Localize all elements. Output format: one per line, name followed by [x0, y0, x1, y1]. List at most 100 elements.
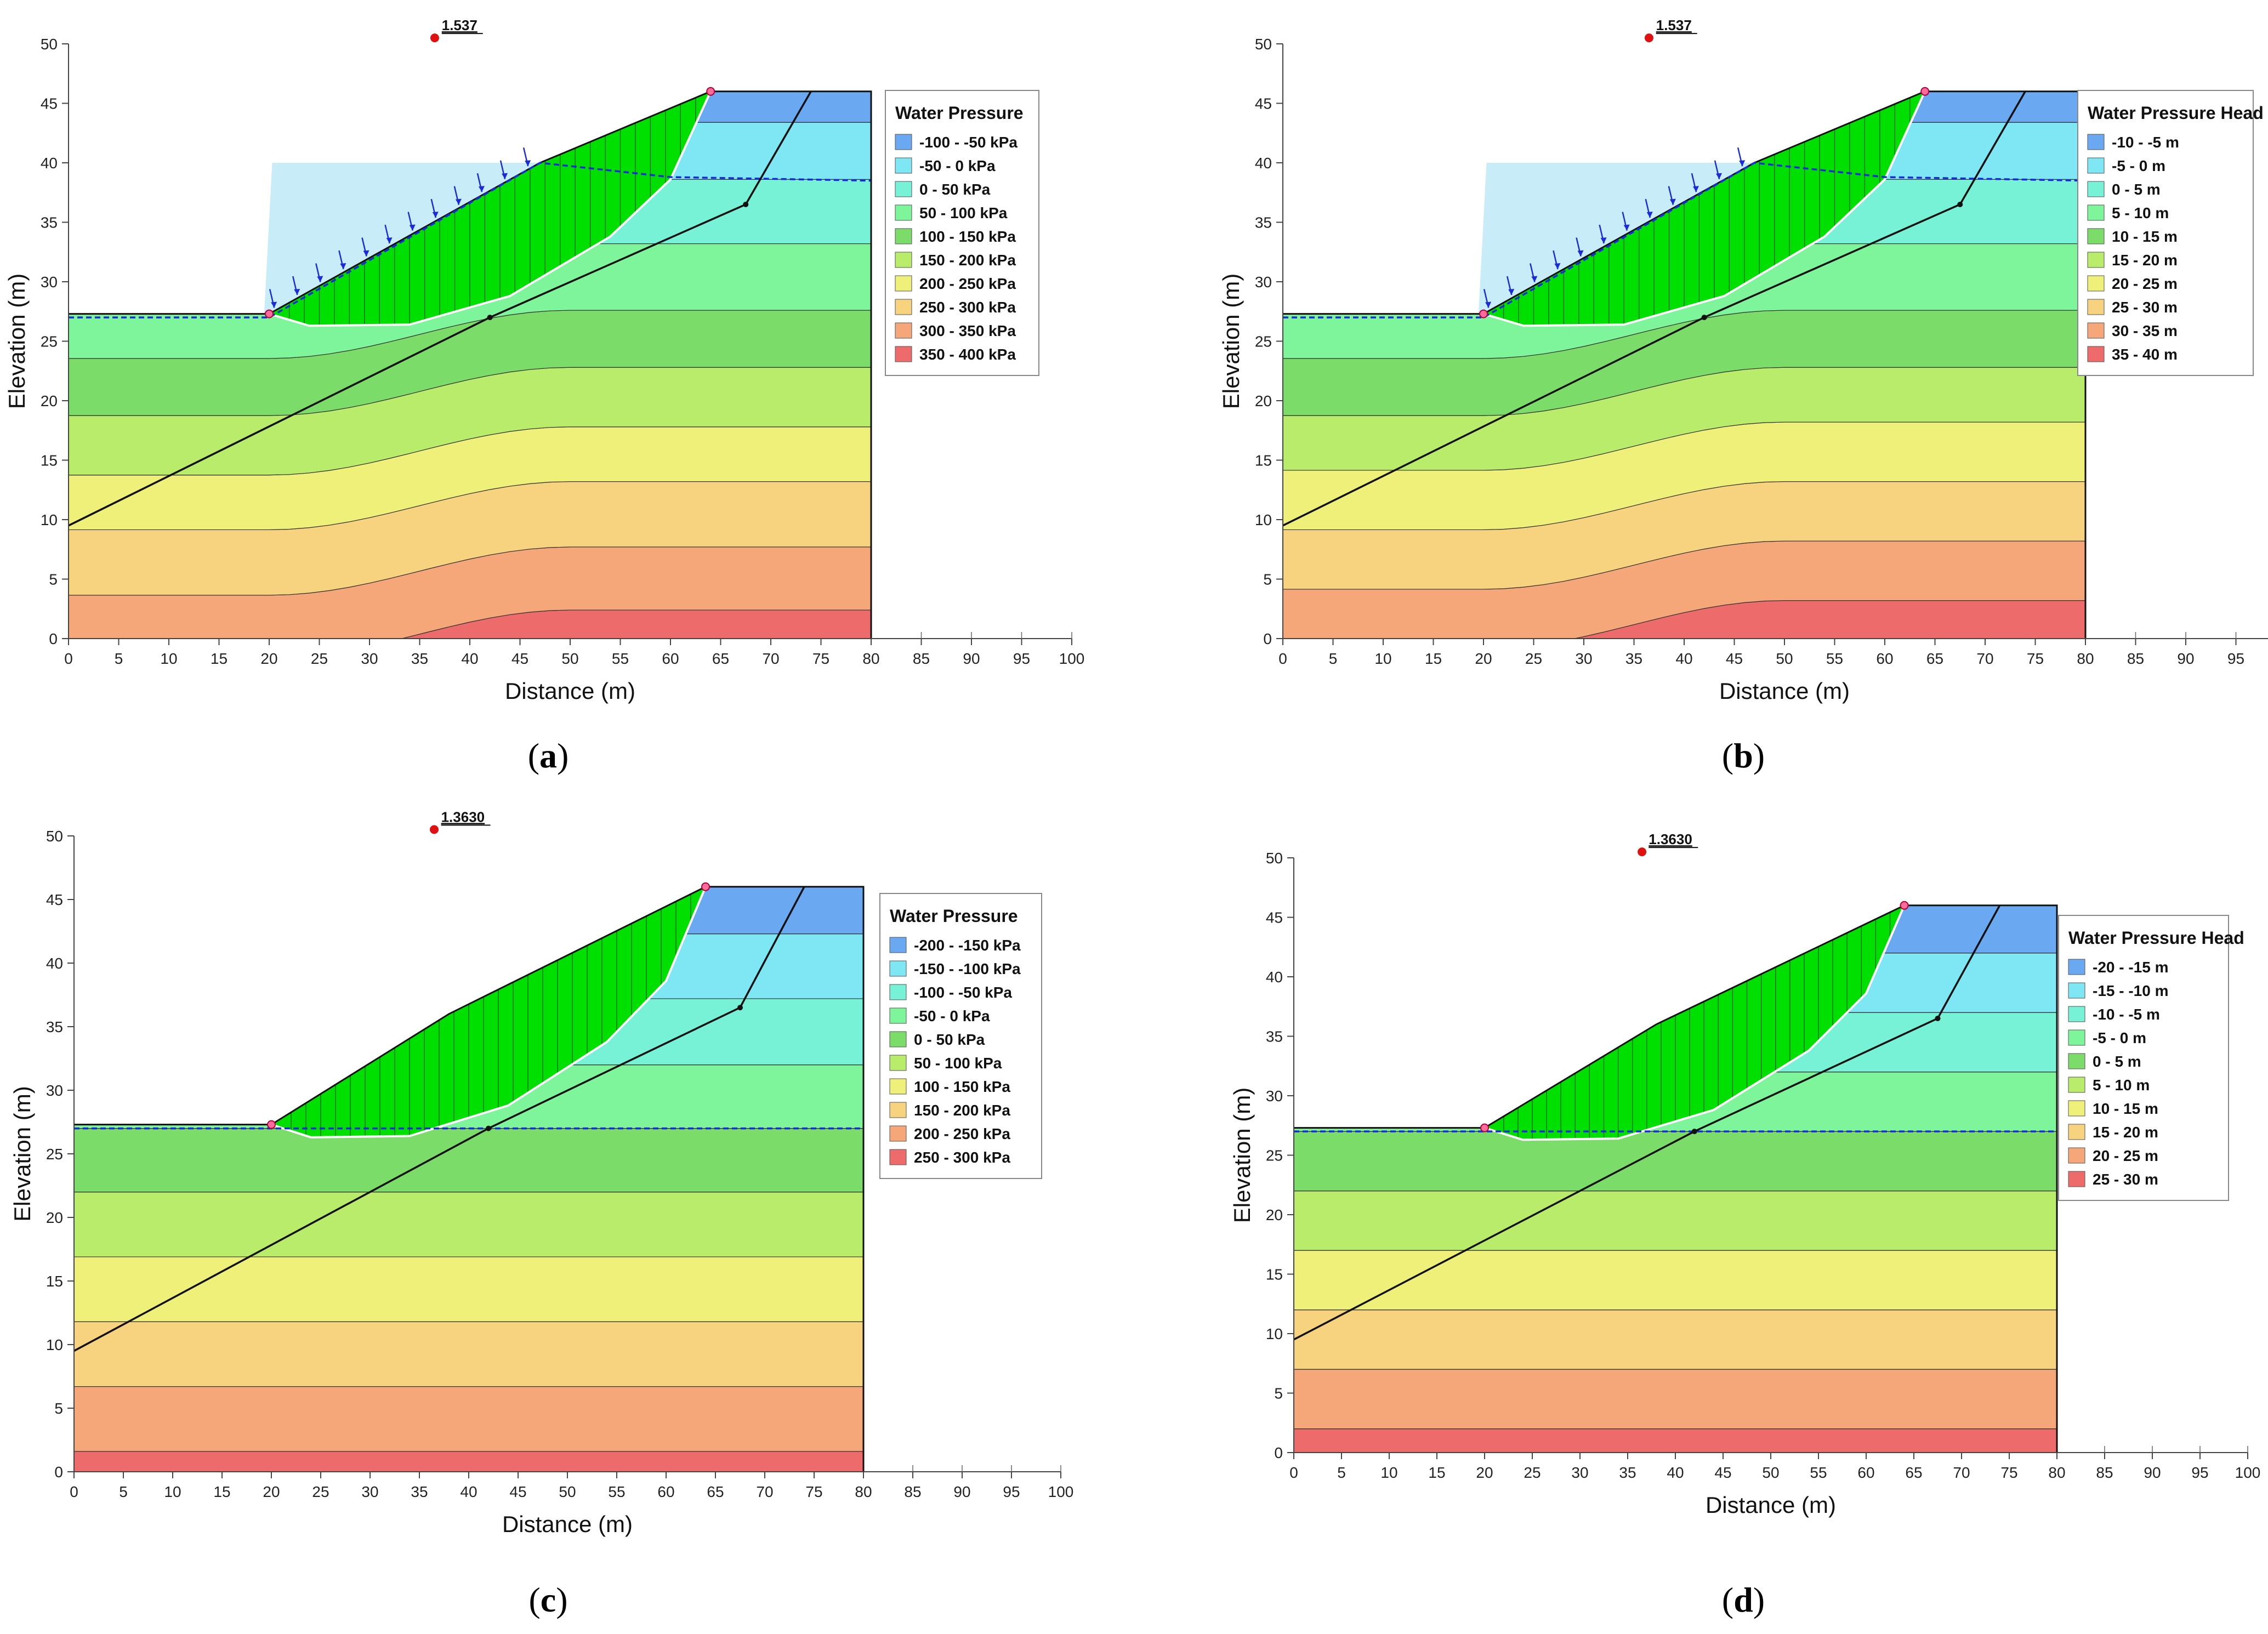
legend-entry: -100 - -50 kPa	[914, 984, 1012, 1001]
x-tick-label: 30	[1571, 1464, 1588, 1481]
legend-swatch	[2068, 1100, 2085, 1117]
x-tick-label: 80	[2077, 650, 2094, 667]
legend-swatch	[889, 1055, 907, 1071]
contour-band	[74, 933, 863, 999]
legend-entry: 20 - 25 m	[2093, 1147, 2158, 1164]
y-tick-label: 20	[1266, 1206, 1283, 1223]
legend-swatch	[889, 937, 907, 953]
x-tick-label: 10	[160, 650, 177, 667]
x-tick-label: 80	[855, 1483, 872, 1500]
legend-swatch	[2068, 1006, 2085, 1022]
y-tick-label: 10	[41, 511, 58, 528]
legend-swatch	[2068, 1077, 2085, 1093]
legend-swatch	[2087, 134, 2105, 150]
x-tick-label: 75	[805, 1483, 822, 1500]
legend-swatch	[895, 134, 912, 150]
x-tick-label: 25	[1524, 1464, 1541, 1481]
legend-swatch	[889, 1007, 907, 1024]
boundary-vertex	[1691, 1129, 1697, 1135]
legend-swatch	[2087, 157, 2105, 174]
contour-band	[74, 1321, 863, 1387]
legend-swatch	[889, 960, 907, 977]
x-tick-label: 50	[1762, 1464, 1779, 1481]
x-tick-label: 55	[612, 650, 629, 667]
legend-entry: 50 - 100 kPa	[919, 204, 1008, 221]
x-tick-label: 55	[1826, 650, 1843, 667]
x-tick-label: 95	[1013, 650, 1030, 667]
x-tick-label: 45	[1726, 650, 1743, 667]
y-tick-label: 35	[41, 214, 58, 231]
x-tick-label: 50	[559, 1483, 576, 1500]
legend-entry: -10 - -5 m	[2093, 1006, 2160, 1023]
legend-swatch	[2087, 346, 2105, 362]
x-tick-label: 35	[1619, 1464, 1636, 1481]
legend-entry: 0 - 50 kPa	[914, 1031, 985, 1048]
x-tick-label: 40	[461, 650, 478, 667]
legend-entry: 30 - 35 m	[2112, 322, 2178, 339]
x-tick-label: 0	[70, 1483, 78, 1500]
y-axis-label: Elevation (m)	[9, 1086, 35, 1221]
legend-swatch	[895, 157, 912, 174]
x-tick-label: 15	[213, 1483, 230, 1500]
y-tick-label: 30	[1266, 1088, 1283, 1104]
x-tick-label: 50	[1776, 650, 1793, 667]
legend-swatch	[895, 228, 912, 244]
y-tick-label: 45	[41, 95, 58, 112]
legend-entry: -100 - -50 kPa	[919, 134, 1018, 151]
legend-entry: 0 - 5 m	[2093, 1053, 2141, 1070]
y-tick-label: 50	[46, 828, 63, 845]
x-axis-label: Distance (m)	[502, 1511, 633, 1537]
x-tick-label: 70	[1953, 1464, 1970, 1481]
x-tick-label: 35	[411, 1483, 428, 1500]
boundary-vertex	[487, 315, 493, 321]
material-boundary	[1293, 904, 2001, 1341]
x-tick-label: 100	[1059, 650, 1085, 667]
water-table	[1283, 162, 2086, 318]
x-tick-label: 90	[2177, 650, 2194, 667]
factor-of-safety-label: 1.537	[442, 17, 478, 33]
y-tick-label: 0	[54, 1464, 63, 1481]
x-tick-label: 100	[1048, 1483, 1074, 1500]
legend-entry: 20 - 25 m	[2112, 275, 2178, 292]
y-tick-label: 50	[1266, 850, 1283, 867]
contour-band	[74, 1451, 863, 1472]
x-tick-label: 60	[657, 1483, 674, 1500]
x-tick-label: 40	[1675, 650, 1692, 667]
slip-end-marker	[1920, 87, 1930, 96]
legend-swatch	[2087, 181, 2105, 197]
boundary-vertex	[737, 1005, 743, 1011]
legend-entry: 100 - 150 kPa	[919, 228, 1016, 245]
legend-entry: 25 - 30 m	[2093, 1171, 2158, 1188]
contour-band	[74, 1256, 863, 1322]
y-axis-label: Elevation (m)	[1218, 274, 1244, 409]
x-tick-label: 80	[2048, 1464, 2065, 1481]
slip-end-marker	[267, 1120, 276, 1129]
x-tick-label: 10	[164, 1483, 181, 1500]
x-tick-label: 75	[812, 650, 829, 667]
x-tick-label: 20	[263, 1483, 280, 1500]
panel-caption: (a)	[528, 736, 569, 775]
x-tick-label: 20	[260, 650, 277, 667]
y-tick-label: 40	[1266, 969, 1283, 986]
x-tick-label: 5	[1337, 1464, 1346, 1481]
y-tick-label: 0	[1263, 630, 1272, 647]
x-tick-label: 60	[1857, 1464, 1874, 1481]
legend-entry: -10 - -5 m	[2112, 134, 2179, 151]
slip-surface	[1484, 905, 1906, 1141]
legend-entry: 150 - 200 kPa	[919, 252, 1016, 269]
slip-center-point	[430, 825, 439, 834]
x-tick-label: 65	[707, 1483, 724, 1500]
y-axis-label: Elevation (m)	[1229, 1088, 1255, 1223]
legend-swatch	[2087, 228, 2105, 244]
x-tick-label: 0	[64, 650, 73, 667]
y-tick-label: 40	[46, 955, 63, 972]
contour-band	[1294, 1428, 2057, 1453]
legend-entry: -15 - -10 m	[2093, 982, 2169, 999]
x-tick-label: 0	[1289, 1464, 1298, 1481]
slip-slices	[288, 98, 696, 326]
y-tick-label: 40	[1255, 155, 1272, 172]
x-tick-label: 20	[1475, 650, 1492, 667]
y-tick-label: 45	[1266, 909, 1283, 926]
legend-swatch	[2087, 322, 2105, 339]
